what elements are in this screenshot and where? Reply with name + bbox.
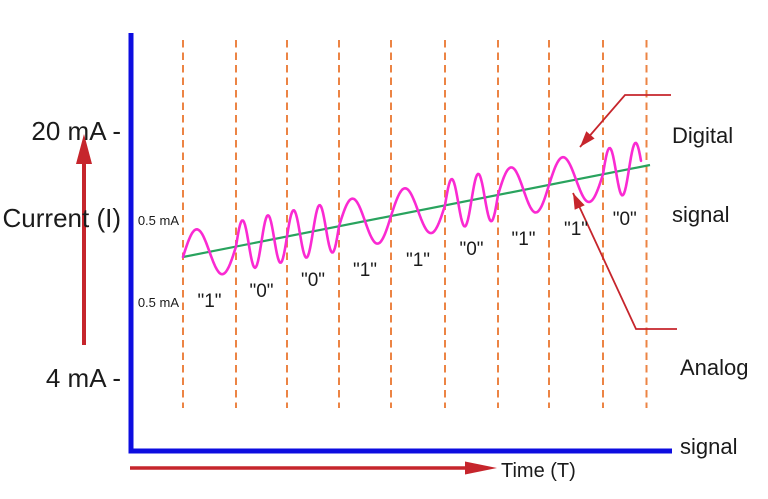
digital-signal-pointer-head (580, 131, 595, 147)
amplitude-label-top: 0.5 mA (137, 213, 179, 228)
analog-signal-label: Analog signal (680, 302, 749, 499)
digital-signal-label: Digital signal (672, 70, 733, 280)
digital-signal-wave (181, 141, 643, 276)
y-axis-max-label: 20 mA - (31, 116, 121, 146)
amplitude-label-bottom: 0.5 mA (137, 295, 179, 310)
bit-label: "1" (197, 290, 222, 312)
analog-signal-pointer-line (572, 192, 677, 330)
analog-signal-label-line2: signal (680, 434, 738, 459)
bit-label: "0" (459, 239, 484, 261)
digital-signal-label-line1: Digital (672, 123, 734, 148)
analog-signal-line (182, 163, 651, 259)
digital-signal-pointer-line (579, 94, 671, 148)
analog-signal-label-line1: Analog (680, 355, 749, 380)
bit-label: "1" (405, 249, 431, 271)
bit-label: "0" (612, 208, 637, 230)
bit-label: "1" (511, 228, 536, 250)
bit-label: "1" (563, 218, 589, 240)
x-axis-title: Time (T) (501, 460, 576, 482)
y-axis-title: Current (I) (2, 203, 121, 233)
bit-label: "0" (249, 280, 274, 302)
axis-lines (128, 33, 672, 454)
y-axis-max-and-title: 20 mA - Current (I) (0, 59, 121, 291)
current-axis-arrow-head (76, 134, 92, 164)
time-axis-arrow-head (465, 461, 497, 475)
y-axis-min-label: 4 mA - (45, 363, 121, 393)
digital-signal-label-line2: signal (672, 202, 730, 227)
bit-label: "1" (352, 260, 378, 282)
bit-label: "0" (300, 270, 326, 292)
analog-signal-pointer-head (573, 193, 585, 210)
